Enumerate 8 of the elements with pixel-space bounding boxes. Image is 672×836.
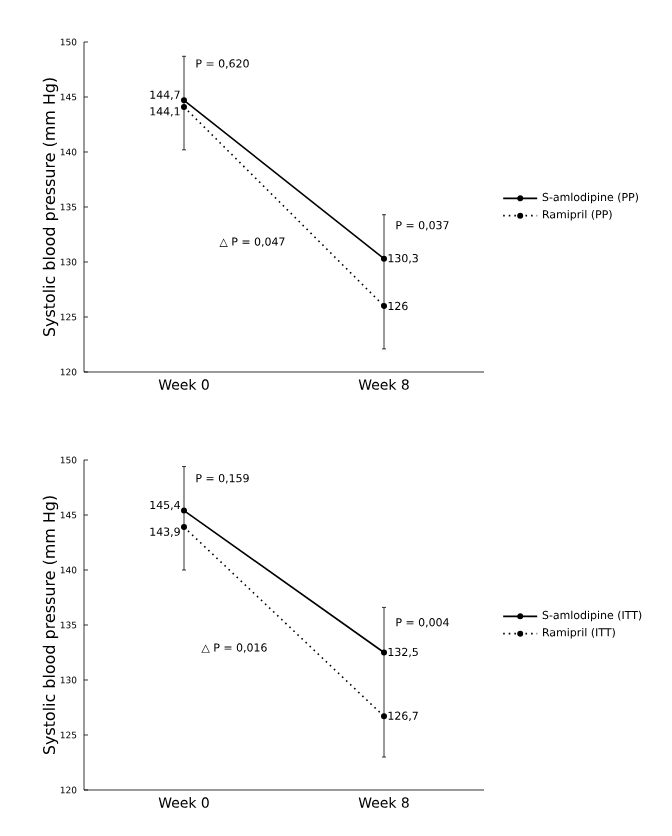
point <box>181 103 187 110</box>
point <box>181 97 187 104</box>
point <box>381 713 387 720</box>
point <box>381 303 387 309</box>
point <box>381 255 387 262</box>
point <box>381 649 387 656</box>
point <box>181 507 187 514</box>
point <box>181 524 187 531</box>
